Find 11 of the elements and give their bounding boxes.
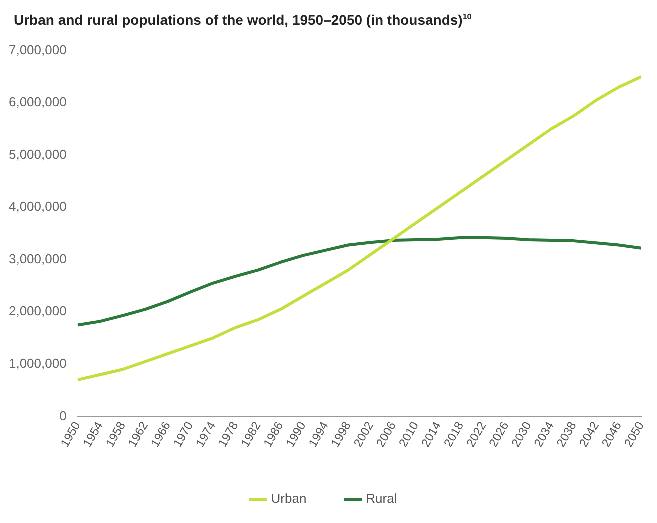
chart-title: Urban and rural populations of the world, 1950–2050 (in thousands)$^{10}$	[14, 12, 472, 28]
y-tick-label: 1,000,000	[8, 356, 67, 371]
legend-label: Urban	[271, 491, 307, 506]
y-tick-label: 4,000,000	[8, 199, 67, 214]
legend-label: Rural	[366, 491, 398, 506]
y-tick-label: 6,000,000	[8, 94, 67, 110]
y-tick-label: 0	[60, 408, 67, 424]
y-tick-label: 5,000,000	[8, 146, 67, 162]
y-tick-label: 7,000,000	[8, 42, 67, 58]
y-tick-label: 2,000,000	[8, 304, 67, 319]
y-tick-label: 3,000,000	[8, 251, 67, 266]
